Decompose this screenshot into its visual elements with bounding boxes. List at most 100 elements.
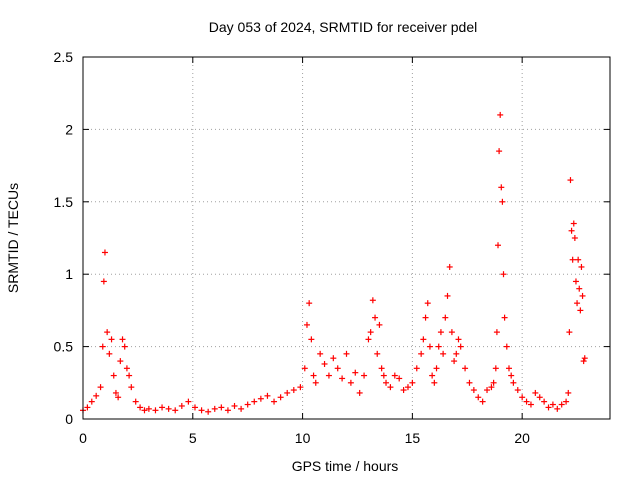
data-point bbox=[455, 336, 462, 343]
data-point bbox=[117, 358, 124, 365]
data-point bbox=[387, 384, 394, 391]
data-point bbox=[356, 389, 363, 396]
data-point bbox=[115, 394, 122, 401]
tick-labels: 0 5 10 15 20 0 0.5 1 1.5 2 2.5 bbox=[54, 49, 531, 446]
y-tick-label: 2 bbox=[65, 121, 73, 137]
data-point bbox=[424, 300, 431, 307]
y-axis-title: SRMTID / TECUs bbox=[5, 183, 21, 293]
data-point bbox=[325, 372, 332, 379]
data-point bbox=[339, 375, 346, 382]
data-point bbox=[475, 394, 482, 401]
data-point bbox=[549, 401, 556, 408]
data-point bbox=[505, 365, 512, 372]
data-point bbox=[519, 394, 526, 401]
data-point bbox=[361, 372, 368, 379]
data-point bbox=[429, 372, 436, 379]
data-point bbox=[119, 336, 126, 343]
data-point bbox=[343, 350, 350, 357]
data-point bbox=[418, 350, 425, 357]
data-point bbox=[554, 405, 561, 412]
data-point bbox=[352, 369, 359, 376]
data-point bbox=[152, 407, 159, 414]
data-point bbox=[301, 365, 308, 372]
data-point bbox=[121, 343, 128, 350]
data-point bbox=[490, 379, 497, 386]
data-point bbox=[396, 375, 403, 382]
data-point bbox=[380, 372, 387, 379]
data-point bbox=[108, 336, 115, 343]
x-axis-title: GPS time / hours bbox=[292, 458, 399, 474]
data-point bbox=[123, 365, 130, 372]
data-point bbox=[437, 329, 444, 336]
data-point bbox=[501, 314, 508, 321]
data-point bbox=[566, 329, 573, 336]
data-point bbox=[442, 314, 449, 321]
data-point bbox=[495, 242, 502, 249]
x-tick-label: 15 bbox=[405, 430, 421, 446]
data-point bbox=[383, 379, 390, 386]
data-point bbox=[462, 365, 469, 372]
data-point bbox=[365, 336, 372, 343]
data-point bbox=[159, 404, 166, 411]
data-point bbox=[104, 329, 111, 336]
y-tick-label: 0 bbox=[65, 411, 73, 427]
data-point bbox=[264, 392, 271, 399]
data-point bbox=[321, 360, 328, 367]
data-point bbox=[185, 398, 192, 405]
data-point bbox=[527, 401, 534, 408]
data-point bbox=[580, 358, 587, 365]
data-point bbox=[378, 365, 385, 372]
data-points bbox=[80, 111, 588, 415]
data-point bbox=[541, 398, 548, 405]
data-point bbox=[376, 321, 383, 328]
data-point bbox=[446, 263, 453, 270]
data-point bbox=[132, 398, 139, 405]
x-tick-label: 20 bbox=[514, 430, 530, 446]
data-point bbox=[484, 387, 491, 394]
data-point bbox=[444, 292, 451, 299]
data-point bbox=[558, 401, 565, 408]
data-point bbox=[308, 336, 315, 343]
y-tick-label: 1 bbox=[65, 266, 73, 282]
data-point bbox=[569, 256, 576, 263]
data-point bbox=[137, 404, 144, 411]
data-point bbox=[568, 227, 575, 234]
data-point bbox=[391, 372, 398, 379]
data-point bbox=[404, 384, 411, 391]
data-point bbox=[508, 372, 515, 379]
data-point bbox=[457, 343, 464, 350]
y-tick-label: 0.5 bbox=[54, 339, 74, 355]
data-point bbox=[479, 398, 486, 405]
y-tick-label: 1.5 bbox=[54, 194, 74, 210]
data-point bbox=[251, 398, 258, 405]
plot-frame bbox=[82, 56, 611, 420]
data-point bbox=[141, 407, 148, 414]
data-point bbox=[224, 407, 231, 414]
data-point bbox=[110, 372, 117, 379]
data-point bbox=[574, 300, 581, 307]
data-point bbox=[466, 379, 473, 386]
data-point bbox=[492, 365, 499, 372]
data-point bbox=[563, 398, 570, 405]
data-point bbox=[231, 402, 238, 409]
data-point bbox=[571, 235, 578, 241]
data-point bbox=[101, 249, 108, 256]
data-point bbox=[93, 392, 100, 399]
data-point bbox=[435, 343, 442, 350]
data-point bbox=[334, 365, 341, 372]
data-point bbox=[330, 355, 337, 362]
data-point bbox=[284, 389, 291, 396]
data-point bbox=[106, 350, 113, 357]
data-point bbox=[100, 278, 107, 285]
data-point bbox=[374, 350, 381, 357]
x-tick-label: 10 bbox=[295, 430, 311, 446]
data-point bbox=[257, 395, 264, 402]
data-point bbox=[581, 355, 588, 362]
data-point bbox=[271, 398, 278, 405]
data-point bbox=[570, 220, 577, 227]
data-point bbox=[497, 111, 504, 118]
data-point bbox=[448, 329, 455, 336]
data-point bbox=[290, 387, 297, 394]
data-point bbox=[306, 300, 313, 307]
